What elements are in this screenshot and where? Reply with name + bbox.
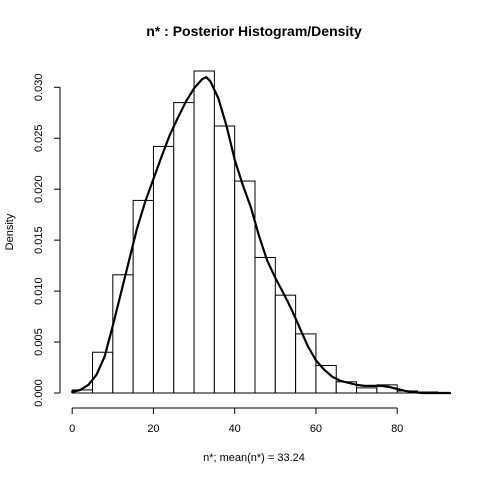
x-tick-label: 40 <box>229 423 241 435</box>
histogram-bar <box>315 364 337 394</box>
y-axis-label: Density <box>4 213 16 250</box>
x-tick-label: 0 <box>69 423 75 435</box>
histogram-bar <box>356 387 378 394</box>
histogram-bar <box>213 125 236 394</box>
y-tick-label: 0.015 <box>33 226 45 254</box>
histogram-bar <box>193 70 215 394</box>
histogram-bar <box>152 145 175 394</box>
y-tick-label: 0.020 <box>33 175 45 203</box>
y-tick-label: 0.005 <box>33 328 45 356</box>
histogram-bar <box>112 274 134 394</box>
x-axis: 0 20 40 60 80 <box>69 407 403 435</box>
histogram-bar <box>295 333 317 394</box>
histogram-bar <box>173 102 195 394</box>
x-tick-label: 20 <box>147 423 159 435</box>
histogram-bars <box>71 70 439 394</box>
y-tick-label: 0.030 <box>33 74 45 102</box>
x-axis-label: n*; mean(n*) = 33.24 <box>203 452 305 464</box>
y-axis: 0.000 0.005 0.010 0.015 0.020 0.025 0.030 <box>33 74 61 407</box>
y-tick-label: 0.000 <box>33 379 45 407</box>
density-curve <box>71 76 452 395</box>
chart-title: n* : Posterior Histogram/Density <box>146 23 362 39</box>
x-tick-label: 80 <box>391 423 403 435</box>
y-tick-label: 0.025 <box>33 124 45 152</box>
x-tick-label: 60 <box>310 423 322 435</box>
histogram-bar <box>254 256 276 394</box>
y-tick-label: 0.010 <box>33 277 45 305</box>
